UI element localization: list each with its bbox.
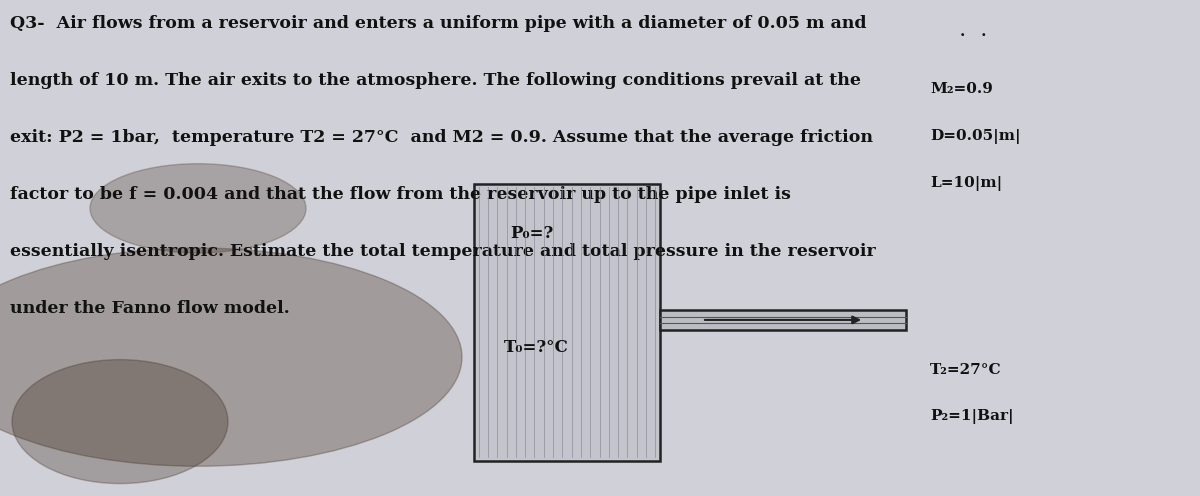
Ellipse shape [12,360,228,484]
Text: factor to be f = 0.004 and that the flow from the reservoir up to the pipe inlet: factor to be f = 0.004 and that the flow… [10,186,791,203]
Text: L=10|m|: L=10|m| [930,176,1002,191]
Text: P₀=?: P₀=? [510,225,553,242]
Text: under the Fanno flow model.: under the Fanno flow model. [10,300,289,317]
Text: .   .: . . [960,25,986,39]
Circle shape [0,248,462,466]
Bar [660,310,906,330]
Text: Q3-  Air flows from a reservoir and enters a uniform pipe with a diameter of 0.0: Q3- Air flows from a reservoir and enter… [10,15,866,32]
Text: T₀=?°C: T₀=?°C [504,339,569,356]
Text: M₂=0.9: M₂=0.9 [930,82,992,96]
Text: P₂=1|Bar|: P₂=1|Bar| [930,409,1014,424]
Circle shape [90,164,306,253]
Text: D=0.05|m|: D=0.05|m| [930,129,1021,144]
Text: exit: P2 = 1bar,  temperature T2 = 27°C  and M2 = 0.9. Assume that the average f: exit: P2 = 1bar, temperature T2 = 27°C a… [10,129,872,146]
Bar [474,184,660,461]
Text: length of 10 m. The air exits to the atmosphere. The following conditions prevai: length of 10 m. The air exits to the atm… [10,72,860,89]
Text: T₂=27°C: T₂=27°C [930,363,1002,376]
Text: essentially isentropic. Estimate the total temperature and total pressure in the: essentially isentropic. Estimate the tot… [10,243,875,260]
